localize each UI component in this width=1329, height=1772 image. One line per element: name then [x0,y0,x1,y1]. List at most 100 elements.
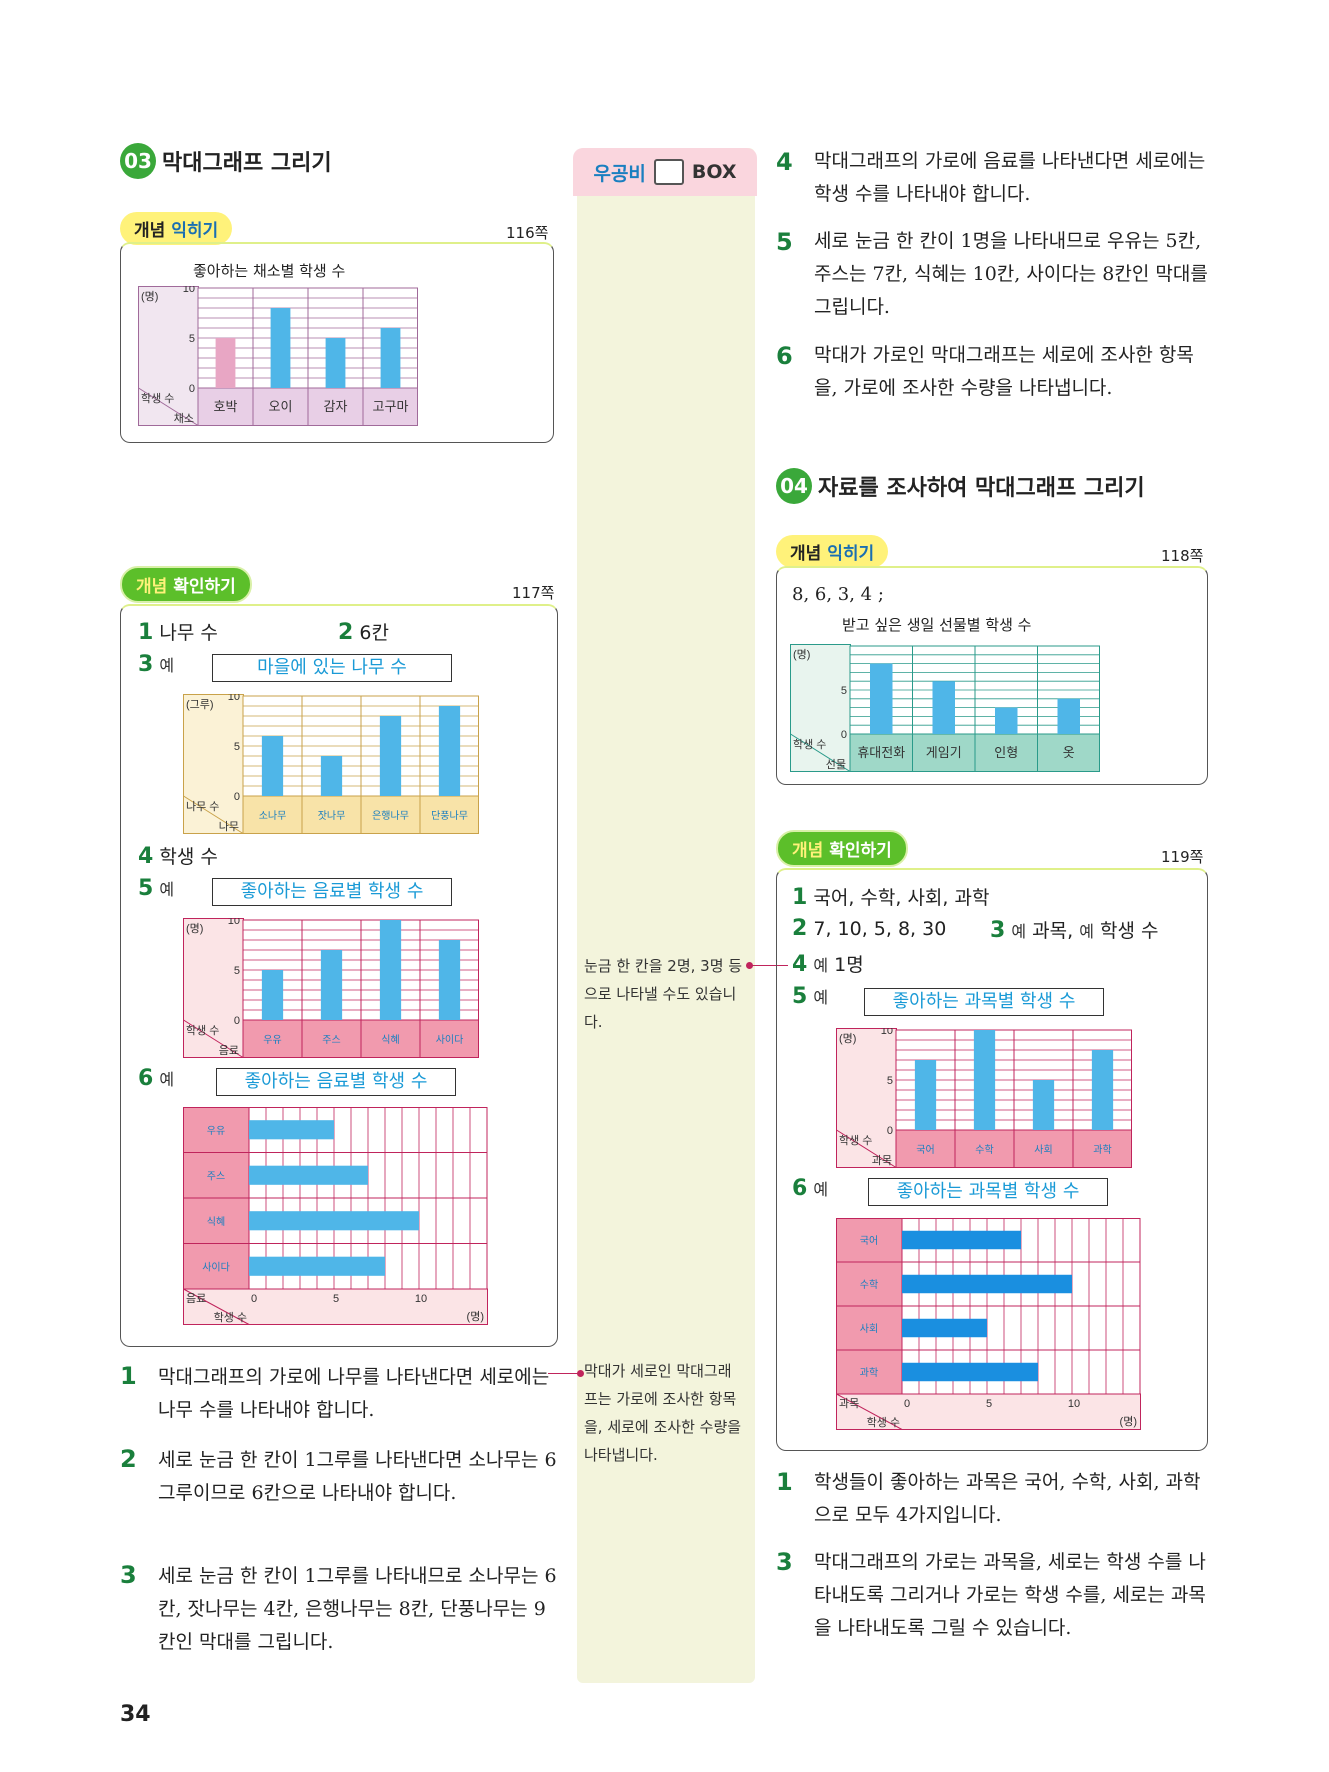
tag-label-b: 확인하기 [173,577,236,597]
bar [902,1230,1021,1250]
corner-diagonal [790,733,851,772]
corner-diagonal [836,1393,903,1430]
answer-1: 1 국어, 수학, 사회, 과학 [792,885,990,910]
y-axis-label: 과목 [839,1397,859,1410]
answer-6: 6 예 [138,1066,175,1091]
section-03-heading: 03 막대그래프 그리기 [120,143,332,179]
bar [438,706,461,796]
category-label: 오이 [269,399,293,414]
y-tick-label: 5 [234,741,240,753]
x-tick-label: 0 [904,1398,910,1410]
chart-drinks-vertical: (명) 0 5 10 학생 수음료 우유 주스 식혜 사이다 [183,918,479,1058]
tag-label-a: 개념 [134,221,166,241]
box-title-a: 우공비 [593,162,646,185]
bar [215,338,236,388]
x-axis-label: 음료 [219,1044,239,1057]
practice-box-118 [776,566,1208,785]
answer-2: 2 7, 10, 5, 8, 30 [792,916,947,941]
practice-tag: 개념 익히기 [776,535,889,568]
tag-label-b: 익히기 [827,544,875,564]
section-04-heading: 04 자료를 조사하여 막대그래프 그리기 [776,468,1145,504]
axis-panel [183,1288,488,1325]
explanation-text: 세로 눈금 한 칸이 1그루를 나타낸다면 소나무는 6그루이므로 6칸으로 나… [158,1449,557,1504]
x-axis-label: 과목 [872,1154,892,1167]
bar [902,1362,1038,1382]
y-axis-label: 나무 수 [186,800,219,813]
tag-label-a: 개념 [792,841,824,861]
explanation-number: 4 [776,148,793,176]
x-tick-label: 10 [1068,1398,1080,1410]
bar [1091,1050,1114,1130]
category-label: 과학 [1093,1144,1111,1156]
x-axis-label: 나무 [219,820,239,833]
section-title: 막대그래프 그리기 [162,151,332,176]
answer-6: 6 예 [792,1176,829,1201]
answer-3: 3 예 과목, 예 학생 수 [990,918,1159,943]
bar [270,308,291,388]
bar [438,940,461,1020]
category-label: 수학 [975,1144,993,1156]
chart-title-box: 좋아하는 과목별 학생 수 [864,988,1104,1016]
category-label: 단풍나무 [431,810,468,822]
answer-5: 5 예 [792,984,829,1009]
section-number-badge: 04 [776,468,812,504]
y-axis-label: 학생 수 [793,738,826,751]
chart-gifts: (명) 0 5 학생 수선물 휴대전화 게임기 인형 옷 [790,644,1100,772]
unit-label: (명) [839,1032,856,1045]
x-axis-label: 학생 수 [867,1416,900,1429]
answer-1: 1 나무 수 [138,620,218,645]
x-tick-label: 10 [415,1293,427,1305]
explanation-number: 5 [776,228,793,256]
y-tick-label: 0 [189,383,195,395]
explanation-number: 1 [776,1468,793,1496]
y-tick-label: 5 [887,1075,893,1087]
bar [995,707,1018,734]
y-tick-label: 10 [881,1028,893,1037]
y-axis-label: 학생 수 [141,392,174,405]
bar [325,338,346,388]
y-tick-label: 0 [234,1015,240,1027]
category-label: 인형 [994,745,1018,760]
answer-2: 2 6칸 [338,620,389,645]
category-label: 휴대전화 [857,745,905,760]
explanation-text: 세로 눈금 한 칸이 1그루를 나타내므로 소나무는 6칸, 잣나무는 4칸, … [158,1565,557,1653]
y-tick-label: 10 [228,918,240,927]
confirm-box-117 [120,604,558,1347]
side-note-2: 막대가 세로인 막대그래프는 가로에 조사한 항목을, 세로에 조사한 수량을 … [584,1362,742,1464]
x-axis-label: 선물 [826,758,846,771]
category-label: 주스 [322,1034,340,1046]
bar [261,970,284,1020]
bar [320,756,343,796]
connector-dot-1 [746,962,753,969]
confirm-box-119 [776,868,1208,1451]
chart-vegetables: (명) 0 5 10 학생 수채소 호박 오이 감자 고구마 [138,286,418,426]
axis-panel [138,286,199,426]
axis-panel [183,918,244,1058]
connector-line-1 [748,965,788,966]
axis-panel [836,1028,897,1168]
x-axis-label: 학생 수 [214,1311,247,1324]
category-label: 국어 [916,1144,934,1156]
box-icon [653,159,684,185]
y-axis-label: 학생 수 [839,1134,872,1147]
answer-4: 4 학생 수 [138,844,218,869]
bar [914,1060,937,1130]
y-axis-label: 학생 수 [186,1024,219,1037]
bar [320,950,343,1020]
page-ref-117: 117쪽 [512,584,555,602]
bar [379,920,402,1020]
unit-label: (명) [1120,1415,1137,1428]
explanation-text: 학생들이 좋아하는 과목은 국어, 수학, 사회, 과학으로 모두 4가지입니다… [814,1471,1201,1526]
bar [379,716,402,796]
y-tick-label: 0 [887,1125,893,1137]
bar [261,736,284,796]
bar [1032,1080,1055,1130]
bar [249,1165,368,1185]
page-ref-116: 116쪽 [506,224,549,242]
category-label: 국어 [860,1235,878,1247]
category-label: 옷 [1063,745,1075,760]
bar [380,328,401,388]
section-title: 자료를 조사하여 막대그래프 그리기 [818,476,1145,501]
bar [249,1120,334,1140]
